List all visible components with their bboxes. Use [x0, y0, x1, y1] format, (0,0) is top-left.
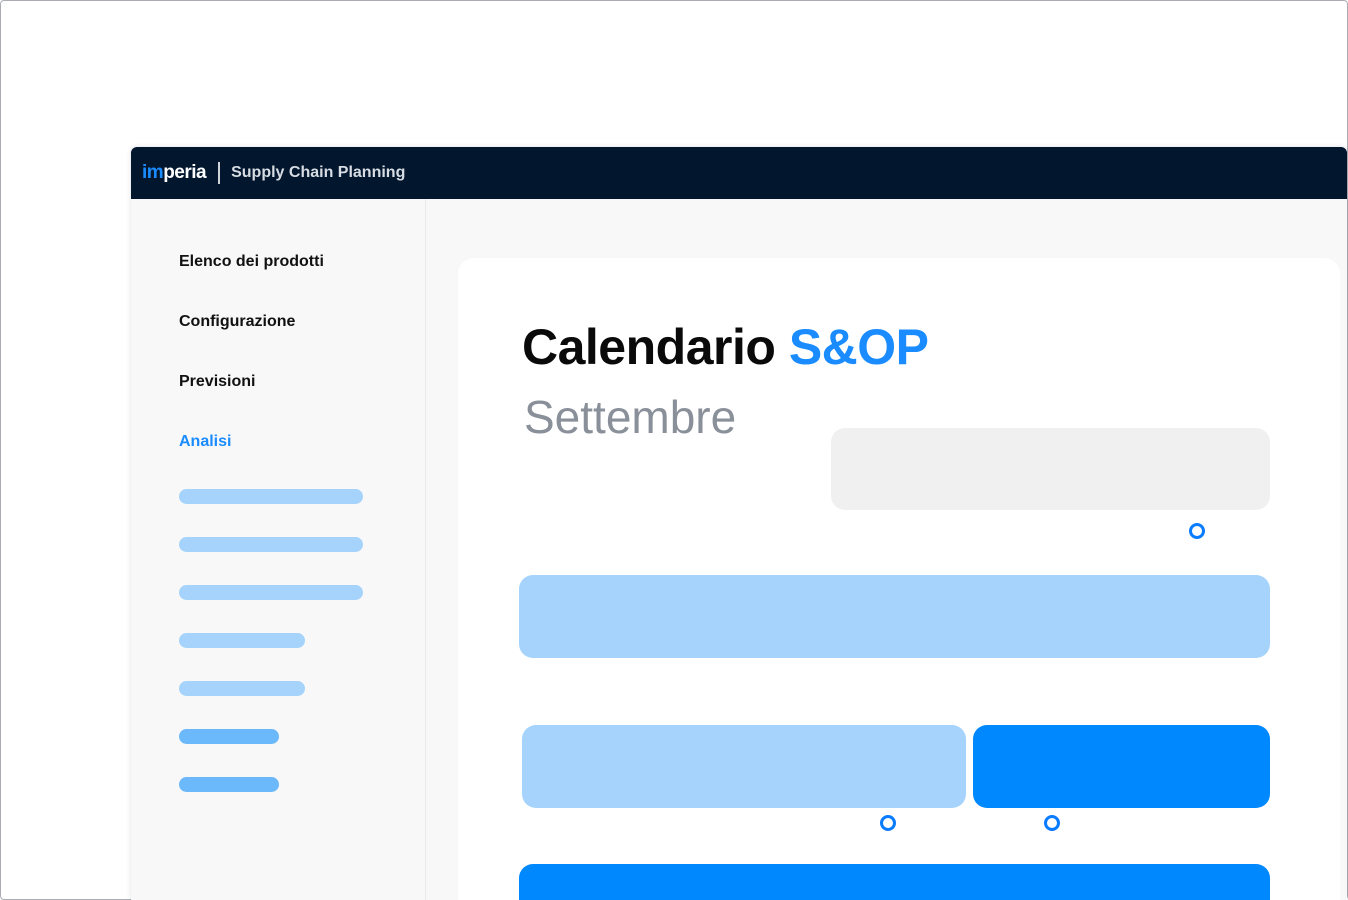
app-name: Supply Chain Planning — [231, 164, 406, 181]
sidebar-item-previsioni[interactable]: Previsioni — [179, 373, 256, 390]
timeline-dot — [1044, 815, 1060, 831]
placeholder-block-gray — [831, 428, 1270, 510]
placeholder-bar — [179, 681, 305, 696]
placeholder-bar — [179, 585, 363, 600]
app-window: imperia Supply Chain Planning Elenco dei… — [131, 147, 1347, 900]
sidebar: Elenco dei prodotti Configurazione Previ… — [131, 199, 426, 900]
divider — [218, 162, 221, 184]
placeholder-block-light — [522, 725, 966, 808]
placeholder-bar — [179, 729, 279, 744]
placeholder-bar — [179, 489, 363, 504]
placeholder-bar — [179, 777, 279, 792]
page-title: Calendario S&OP — [522, 318, 929, 376]
top-bar: imperia Supply Chain Planning — [131, 147, 1347, 199]
timeline-dot — [880, 815, 896, 831]
title-text: Calendario — [522, 319, 776, 375]
logo-suffix: peria — [163, 162, 207, 183]
sidebar-item-elenco-prodotti[interactable]: Elenco dei prodotti — [179, 253, 324, 270]
placeholder-block-light — [519, 575, 1270, 658]
placeholder-block-blue — [519, 864, 1270, 900]
sidebar-item-configurazione[interactable]: Configurazione — [179, 313, 296, 330]
placeholder-block-blue — [973, 725, 1270, 808]
logo-prefix: im — [142, 162, 164, 183]
placeholder-bar — [179, 537, 363, 552]
calendar-card: Calendario S&OP Settembre — [458, 258, 1340, 900]
title-accent: S&OP — [788, 319, 929, 375]
timeline-dot — [1189, 523, 1205, 539]
imperia-logo[interactable]: imperia — [142, 162, 207, 184]
placeholder-bar — [179, 633, 305, 648]
sidebar-item-analisi[interactable]: Analisi — [179, 433, 232, 450]
month-label: Settembre — [524, 391, 737, 443]
